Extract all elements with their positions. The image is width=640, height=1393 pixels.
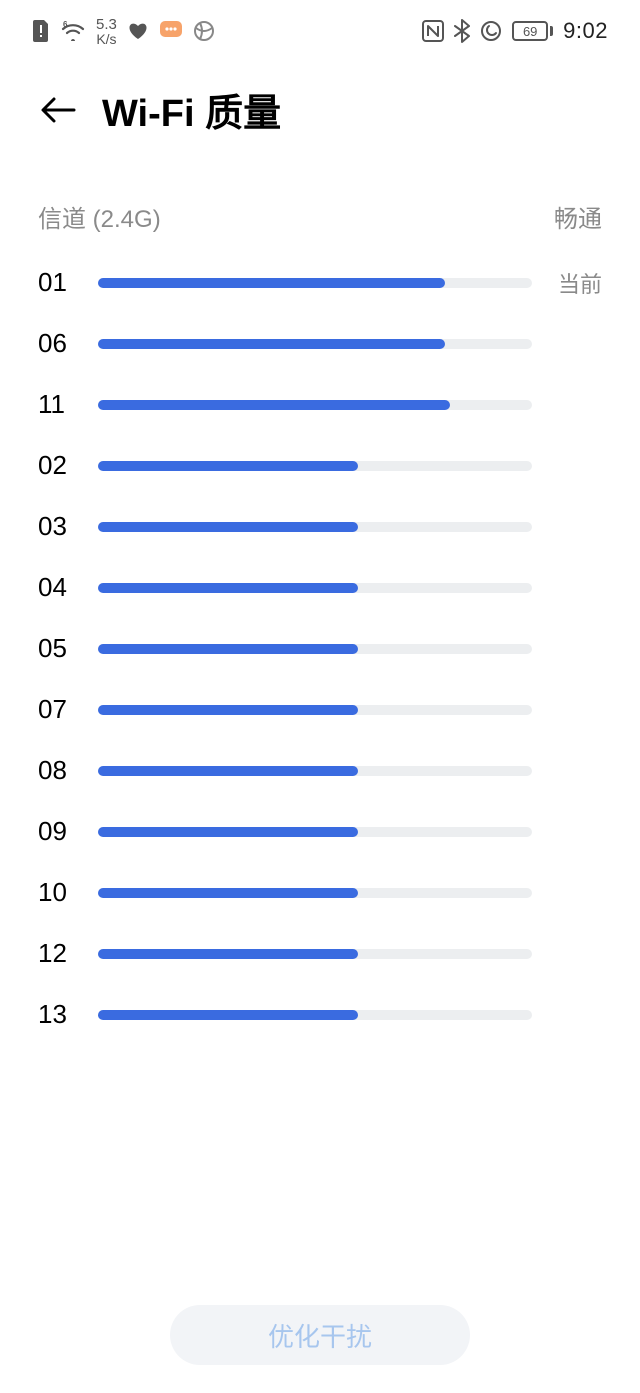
- network-speed-value: 5.3: [96, 17, 117, 32]
- back-button[interactable]: [38, 90, 78, 130]
- channel-label: 13: [38, 999, 78, 1030]
- network-speed: 5.3 K/s: [96, 17, 117, 46]
- channel-bar-fill: [98, 766, 358, 776]
- channel-bar-fill: [98, 583, 358, 593]
- optimize-button[interactable]: 优化干扰: [170, 1305, 470, 1365]
- bluetooth-icon: [454, 19, 470, 43]
- channel-bar-track: [98, 278, 532, 288]
- channel-label: 12: [38, 938, 78, 969]
- channel-bar-track: [98, 766, 532, 776]
- channel-bar-fill: [98, 1010, 358, 1020]
- channel-row: 08: [38, 740, 602, 801]
- channel-bar-fill: [98, 888, 358, 898]
- channel-bar-track: [98, 705, 532, 715]
- channel-row: 10: [38, 862, 602, 923]
- status-bar-left: 6 5.3 K/s: [32, 17, 215, 46]
- channel-row: 04: [38, 557, 602, 618]
- channel-bar-track: [98, 400, 532, 410]
- channel-bar-fill: [98, 644, 358, 654]
- title-bar: Wi-Fi 质量: [0, 54, 640, 161]
- bottom-area: 优化干扰: [0, 1305, 640, 1365]
- channel-row: 02: [38, 435, 602, 496]
- channel-row: 09: [38, 801, 602, 862]
- channel-row: 11: [38, 374, 602, 435]
- channel-list: 01 当前 06 11 02 03 04 05 07 08 09 10 12 13: [0, 252, 640, 1045]
- channel-row: 07: [38, 679, 602, 740]
- channel-label: 10: [38, 877, 78, 908]
- channel-bar-fill: [98, 827, 358, 837]
- channel-bar-fill: [98, 705, 358, 715]
- wifi-icon: 6: [60, 21, 86, 41]
- channel-bar-fill: [98, 400, 450, 410]
- section-header: 信道 (2.4G) 畅通: [0, 161, 640, 252]
- nfc-icon: [422, 20, 444, 42]
- chat-icon: [159, 20, 183, 42]
- channel-label: 09: [38, 816, 78, 847]
- channel-row: 03: [38, 496, 602, 557]
- channel-row: 06: [38, 313, 602, 374]
- channel-bar-fill: [98, 461, 358, 471]
- section-right-label: 畅通: [554, 199, 602, 234]
- channel-bar-fill: [98, 339, 445, 349]
- channel-bar-track: [98, 583, 532, 593]
- channel-label: 02: [38, 450, 78, 481]
- channel-current-tag: 当前: [552, 267, 602, 299]
- channel-row: 12: [38, 923, 602, 984]
- channel-row: 05: [38, 618, 602, 679]
- channel-label: 07: [38, 694, 78, 725]
- channel-label: 06: [38, 328, 78, 359]
- channel-bar-fill: [98, 278, 445, 288]
- optimize-button-label: 优化干扰: [268, 1317, 372, 1354]
- globe-icon: [193, 20, 215, 42]
- status-bar-right: 69 9:02: [422, 18, 608, 44]
- channel-bar-track: [98, 644, 532, 654]
- channel-bar-track: [98, 339, 532, 349]
- section-left-label: 信道 (2.4G): [38, 199, 161, 234]
- channel-bar-fill: [98, 522, 358, 532]
- network-speed-unit: K/s: [96, 32, 116, 46]
- battery-text: 69: [523, 24, 537, 39]
- channel-bar-track: [98, 888, 532, 898]
- channel-label: 11: [38, 389, 78, 420]
- page-title: Wi-Fi 质量: [102, 82, 281, 137]
- heart-icon: [127, 21, 149, 41]
- sim-alert-icon: [32, 20, 50, 42]
- channel-label: 01: [38, 267, 78, 298]
- back-arrow-icon: [40, 95, 76, 125]
- channel-label: 03: [38, 511, 78, 542]
- channel-label: 08: [38, 755, 78, 786]
- status-bar: 6 5.3 K/s: [0, 0, 640, 54]
- channel-bar-track: [98, 461, 532, 471]
- channel-bar-track: [98, 1010, 532, 1020]
- channel-bar-track: [98, 827, 532, 837]
- channel-bar-track: [98, 522, 532, 532]
- channel-bar-track: [98, 949, 532, 959]
- channel-label: 05: [38, 633, 78, 664]
- channel-row: 13: [38, 984, 602, 1045]
- channel-row: 01 当前: [38, 252, 602, 313]
- channel-bar-fill: [98, 949, 358, 959]
- channel-label: 04: [38, 572, 78, 603]
- dnd-icon: [480, 20, 502, 42]
- clock: 9:02: [563, 18, 608, 44]
- svg-text:6: 6: [63, 21, 68, 29]
- battery-indicator: 69: [512, 21, 553, 41]
